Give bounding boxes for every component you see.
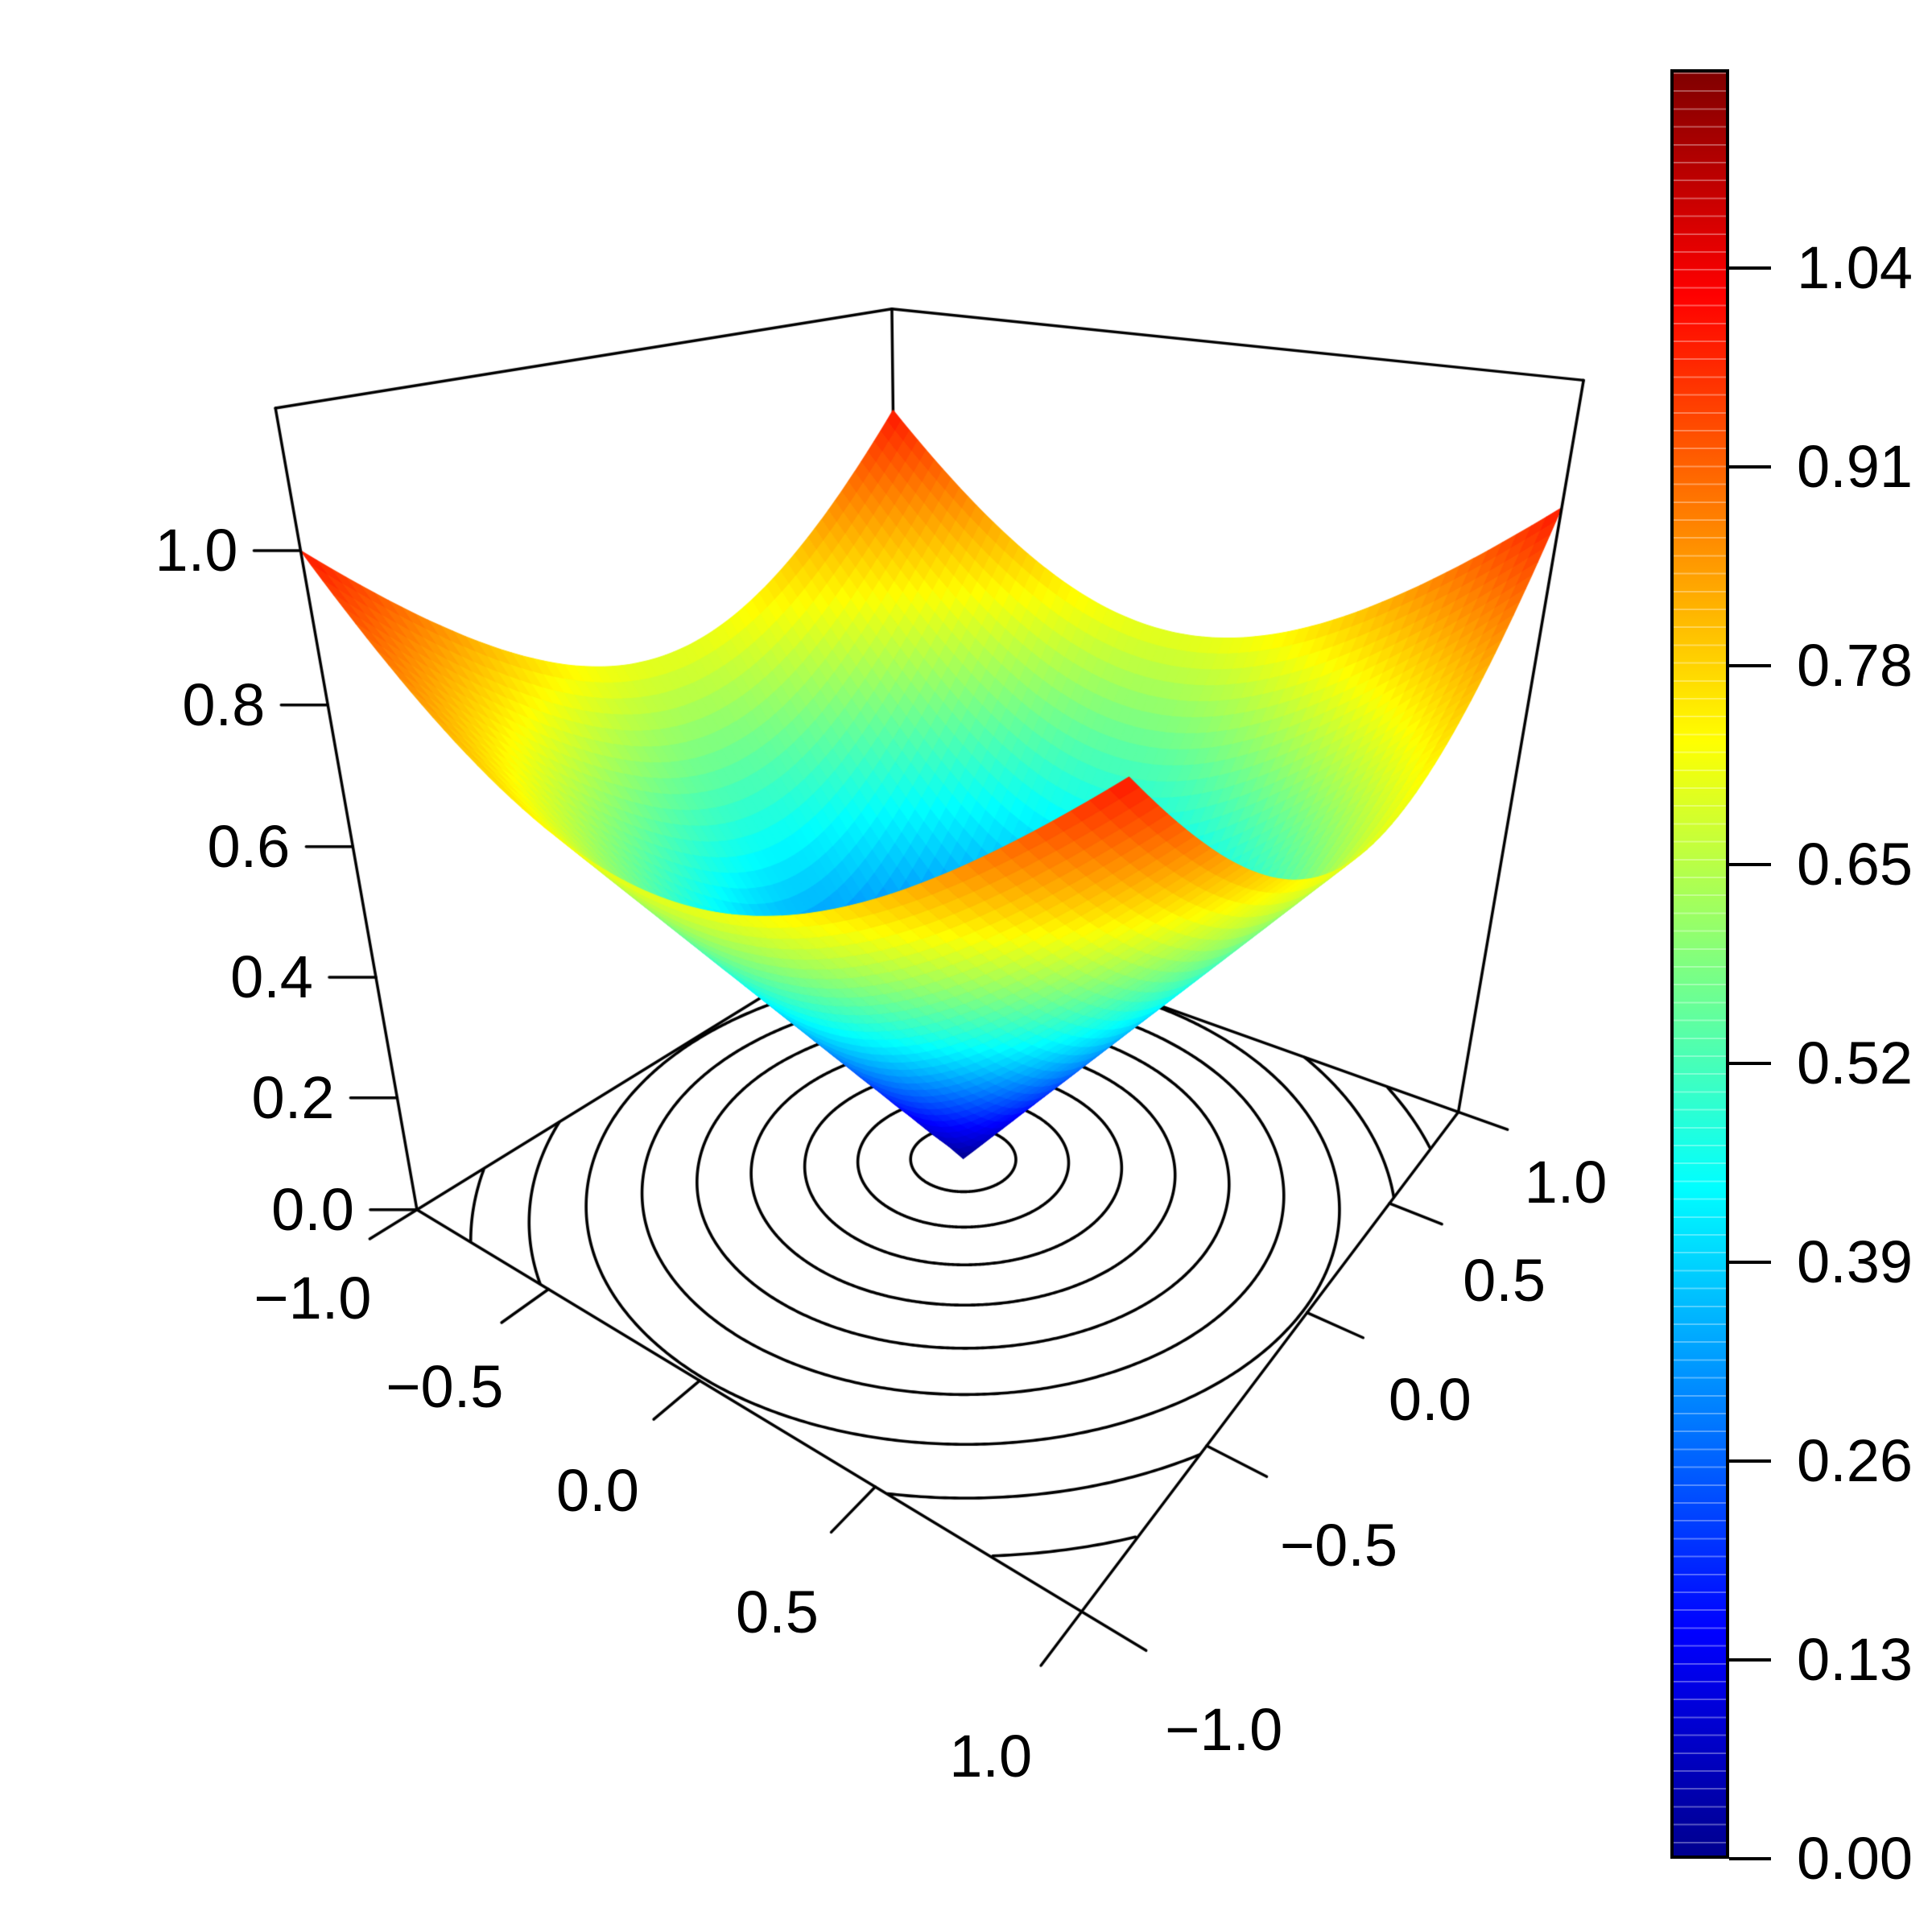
- colorbar-segment-lines: [1674, 72, 1726, 1856]
- x-axis-tick-label: 1.0: [949, 1722, 1033, 1790]
- y-axis-tick-label: −1.0: [1165, 1695, 1283, 1763]
- colorbar-tick-label: 0.52: [1797, 1030, 1913, 1096]
- colorbar-tick: [1729, 266, 1771, 270]
- colorbar-tick-label: 0.00: [1797, 1825, 1913, 1892]
- z-axis-tick-label: 0.2: [251, 1063, 335, 1131]
- colorbar-tick: [1729, 1658, 1771, 1662]
- y-axis-tick-label: −0.5: [1279, 1512, 1398, 1579]
- colorbar-gradient: [1674, 72, 1726, 1856]
- colorbar-tick: [1729, 664, 1771, 667]
- colorbar-tick: [1729, 1062, 1771, 1065]
- colorbar-tick-label: 0.65: [1797, 831, 1913, 898]
- colorbar-tick: [1729, 863, 1771, 866]
- z-axis-tick-label: 0.4: [230, 943, 313, 1010]
- z-axis-tick-label: 0.6: [207, 812, 291, 880]
- z-axis-tick-label: 0.0: [271, 1175, 354, 1243]
- colorbar-tick-label: 0.26: [1797, 1427, 1913, 1494]
- x-axis-tick-label: 0.5: [736, 1578, 819, 1645]
- y-axis-tick-label: 0.5: [1463, 1247, 1546, 1315]
- colorbar-tick: [1729, 465, 1771, 469]
- z-axis-tick-label: 0.8: [182, 671, 266, 738]
- colorbar: [1670, 69, 1729, 1859]
- colorbar-tick: [1729, 1857, 1771, 1860]
- colorbar-tick-label: 0.39: [1797, 1228, 1913, 1295]
- z-axis-tick-label: 1.0: [155, 517, 238, 584]
- colorbar-tick-label: 0.78: [1797, 632, 1913, 699]
- colorbar-tick-label: 1.04: [1797, 234, 1913, 301]
- colorbar-tick-label: 0.13: [1797, 1626, 1913, 1693]
- y-axis-tick-label: 1.0: [1524, 1149, 1608, 1216]
- colorbar-tick-label: 0.91: [1797, 433, 1913, 500]
- x-axis-tick-label: 0.0: [556, 1456, 639, 1524]
- y-axis-tick-label: 0.0: [1388, 1365, 1472, 1433]
- x-axis-tick-label: −0.5: [386, 1353, 504, 1421]
- colorbar-tick: [1729, 1261, 1771, 1264]
- x-axis-tick-label: −1.0: [254, 1264, 372, 1331]
- colorbar-tick: [1729, 1459, 1771, 1463]
